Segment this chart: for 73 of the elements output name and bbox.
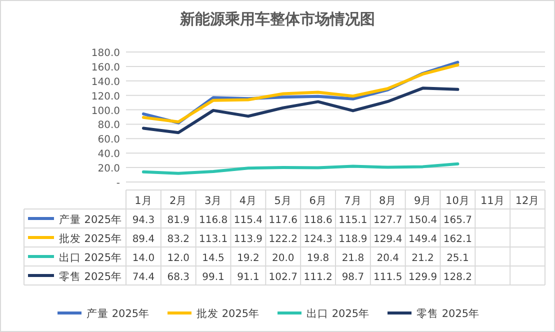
legend-label: 出口 2025年 [58, 251, 122, 264]
x-tick-label: 6月 [309, 195, 327, 207]
data-label: 162.1 [443, 234, 472, 245]
data-label: 19.2 [237, 253, 260, 264]
x-tick-label: 11月 [480, 195, 505, 207]
x-tick-label: 8月 [379, 195, 397, 207]
data-label: 19.8 [306, 253, 330, 264]
data-label: 25.1 [446, 253, 469, 264]
chart-title: 新能源乘用车整体市场情况图 [179, 10, 375, 28]
data-label: 117.6 [268, 215, 298, 226]
data-label: 149.4 [408, 234, 438, 245]
data-label: 165.7 [443, 215, 472, 226]
y-tick-label: 60.0 [98, 134, 120, 146]
text: 批发 2025年 [196, 308, 260, 320]
data-label: 124.3 [304, 234, 332, 245]
data-label: 113.1 [198, 234, 228, 245]
data-label: 20.0 [272, 253, 294, 264]
y-tick-label: 80.0 [98, 120, 120, 132]
x-tick-label: 4月 [239, 195, 258, 207]
data-label: 118.9 [338, 234, 368, 245]
data-label: 14.5 [202, 253, 224, 264]
data-label: 111.2 [304, 272, 332, 283]
x-tick-label: 3月 [204, 195, 222, 207]
data-label: 68.3 [167, 272, 190, 283]
data-label: 115.4 [234, 215, 263, 226]
data-label: 98.7 [342, 272, 364, 283]
data-label: 116.8 [198, 215, 228, 226]
data-label: 12.0 [167, 253, 190, 264]
data-label: 21.8 [342, 253, 364, 264]
y-tick-label: - [116, 178, 120, 189]
data-label: 115.1 [338, 215, 368, 226]
y-tick-label: 140.0 [91, 76, 120, 88]
text: 零售 2025年 [416, 308, 480, 320]
data-label: 111.5 [374, 272, 402, 283]
data-label: 150.4 [408, 215, 438, 226]
x-tick-label: 10月 [446, 195, 470, 207]
line-series [142, 86, 460, 134]
data-label: 20.4 [376, 253, 400, 264]
x-tick-label: 9月 [414, 195, 432, 207]
data-label: 94.3 [132, 215, 155, 226]
data-label: 102.7 [268, 272, 298, 283]
y-tick-label: 100.0 [91, 106, 120, 117]
y-tick-label: 180.0 [91, 48, 120, 59]
y-tick-label: 120.0 [91, 91, 120, 102]
legend-label: 产量 2025年 [58, 213, 122, 226]
data-label: 74.4 [132, 272, 155, 283]
data-label: 21.2 [412, 253, 434, 264]
data-label: 129.4 [374, 234, 402, 245]
data-label: 122.2 [268, 234, 298, 245]
data-label: 127.7 [374, 215, 402, 226]
line-series [142, 162, 460, 175]
y-tick-label: 40.0 [98, 149, 120, 160]
text: 产量 2025年 [86, 308, 150, 320]
x-tick-label: 12月 [515, 195, 540, 207]
data-label: 91.1 [237, 272, 260, 283]
legend-label: 零售 2025年 [58, 271, 122, 283]
y-tick-label: 160.0 [91, 62, 120, 74]
data-label: 118.6 [304, 215, 332, 226]
data-label: 81.9 [167, 215, 190, 226]
y-tick-label: 20.0 [98, 164, 120, 175]
data-label: 113.9 [234, 234, 263, 245]
data-label: 128.2 [443, 272, 472, 283]
data-label: 129.9 [408, 272, 438, 283]
text: 出口 2025年 [306, 308, 370, 320]
x-tick-label: 7月 [344, 195, 362, 207]
data-label: 89.4 [132, 234, 155, 245]
x-tick-label: 1月 [134, 195, 152, 207]
x-tick-label: 5月 [274, 195, 292, 207]
legend-label: 批发 2025年 [58, 233, 122, 245]
x-tick-label: 2月 [170, 195, 188, 207]
data-label: 83.2 [167, 234, 190, 245]
data-label: 14.0 [132, 253, 155, 264]
data-label: 99.1 [202, 272, 224, 283]
